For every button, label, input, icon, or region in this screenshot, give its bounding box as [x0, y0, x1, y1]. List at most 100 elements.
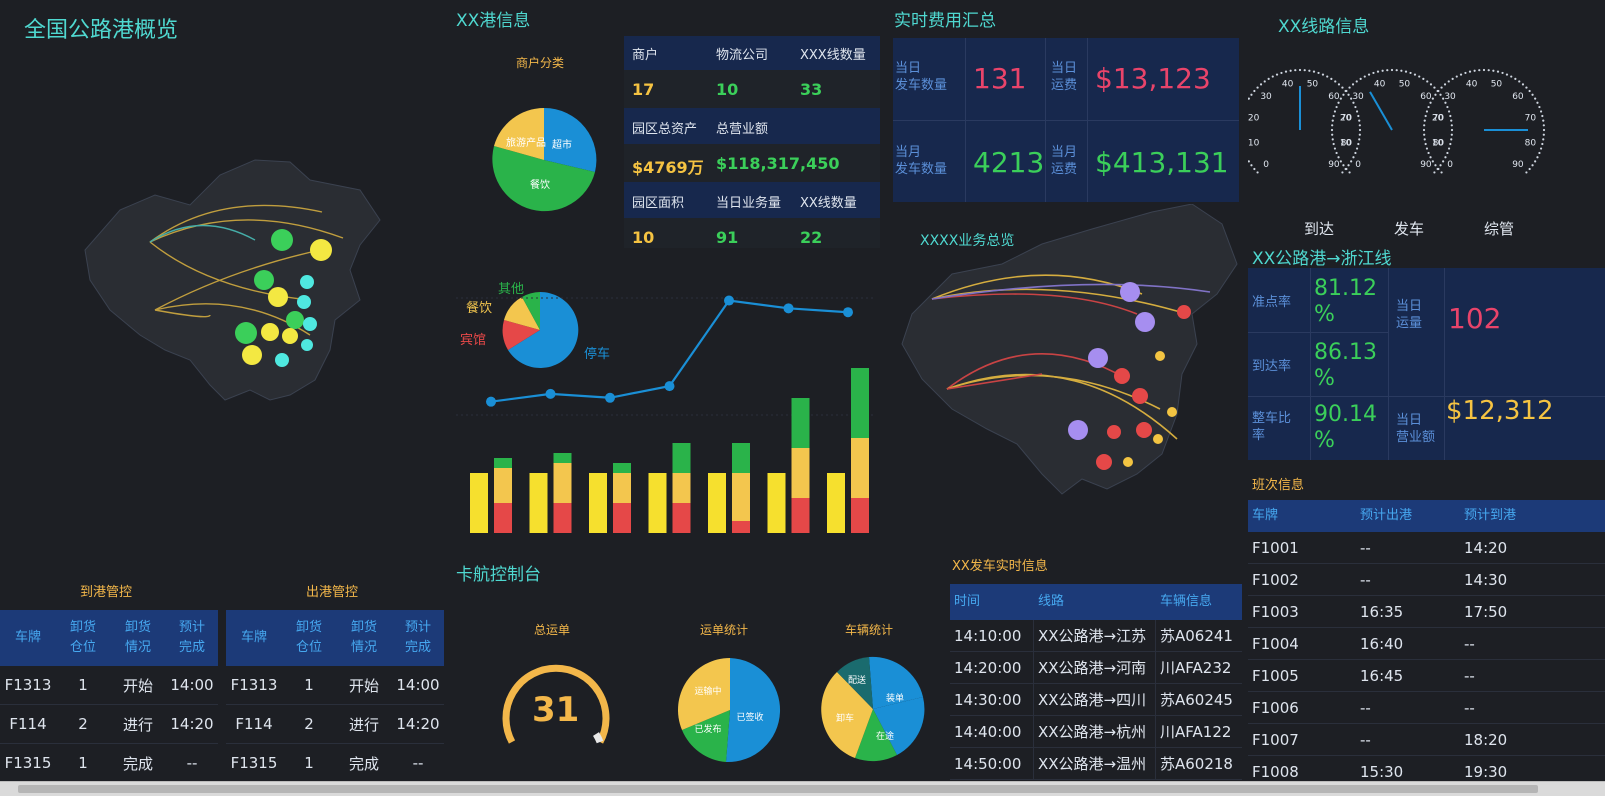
bar-yellow	[851, 438, 869, 498]
table-row[interactable]: F1001 -- 14:20	[1248, 532, 1605, 564]
order-pie-transit: 运输中	[694, 685, 721, 697]
table-row[interactable]: F1002 -- 14:30	[1248, 564, 1605, 596]
table-row[interactable]: F1005 16:45 --	[1248, 660, 1605, 692]
table-cell: F1006	[1252, 698, 1299, 717]
total-orders-title: 总运单	[534, 623, 571, 637]
gauge-tick: 20	[1340, 114, 1352, 124]
console-title: 卡航控制台	[456, 565, 541, 585]
table-row[interactable]: 14:50:00 XX公路港→温州 苏A60218	[950, 748, 1242, 780]
pie2-label-parking: 停车	[584, 346, 610, 362]
fee-label: 当月 发车数量	[895, 145, 948, 177]
fee-value: $13,123	[1095, 62, 1211, 95]
table-cell: 1	[78, 754, 88, 772]
business-title: XXXX业务总览	[920, 233, 1015, 249]
table-cell: F1001	[1252, 538, 1299, 557]
table-cell: F1315	[230, 754, 278, 772]
table-cell: 14:20:00	[950, 652, 1034, 683]
port-stats-panel: 商户 物流公司 XXX线数量 17 10 33 园区总资产 总营业额 $4769…	[624, 36, 880, 248]
table-cell: F1002	[1252, 570, 1299, 589]
table-row[interactable]: 14:20:00 XX公路港→河南 川AFA232	[950, 652, 1242, 684]
trend-points	[486, 295, 853, 407]
table-row[interactable]: 14:40:00 XX公路港→杭州 川AFA122	[950, 716, 1242, 748]
vehicle-pie-transit: 在途	[876, 730, 894, 742]
table-row[interactable]: 14:10:00 XX公路港→江苏 苏A06241	[950, 620, 1242, 652]
stat-label: 园区总资产	[632, 122, 698, 137]
column-header[interactable]: 车牌	[1252, 508, 1279, 523]
table-cell: 14:50:00	[950, 748, 1034, 779]
depart-title: 出港管控	[306, 585, 359, 600]
column-header[interactable]: 卸货 仓位	[69, 620, 96, 655]
table-cell: 完成	[122, 754, 153, 773]
table-cell: 苏A06241	[1160, 627, 1233, 645]
fee-label: 当日 发车数量	[895, 61, 948, 93]
column-header[interactable]: 预计出港	[1360, 508, 1413, 523]
table-row[interactable]: F1007 -- 18:20	[1248, 724, 1605, 756]
gauge-tick: 40	[1466, 80, 1478, 90]
table-cell: 2	[304, 715, 314, 733]
column-header[interactable]: 车牌	[240, 630, 267, 645]
horizontal-scrollbar[interactable]	[0, 781, 1605, 796]
scrollbar-thumb[interactable]	[18, 785, 1538, 793]
table-cell: --	[1360, 538, 1371, 557]
table-cell: --	[1464, 698, 1475, 717]
gauge-label-depart: 发车	[1394, 220, 1425, 238]
table-cell: 16:45	[1360, 666, 1404, 685]
map-arcs	[149, 204, 344, 336]
table-row[interactable]: F1004 16:40 --	[1248, 628, 1605, 660]
table-cell: 14:20	[170, 715, 214, 733]
column-header[interactable]: 卸货 情况	[124, 620, 151, 655]
table-row[interactable]: F1313 1 开始 14:00	[0, 666, 218, 705]
bar-green	[672, 443, 691, 473]
table-row[interactable]: F1313 1 开始 14:00	[226, 666, 444, 705]
table-row[interactable]: F114 2 进行 14:20	[0, 705, 218, 744]
column-header[interactable]: 卸货 情况	[350, 620, 377, 655]
column-header[interactable]: 车辆信息	[1160, 594, 1213, 609]
table-cell: XX公路港→杭州	[1034, 716, 1156, 747]
bar-yellow	[672, 473, 691, 503]
arrive-table: 车牌 卸货 仓位 卸货 情况 预计 完成 F1313 1 开始 14:00 F114 2 进行 14:…	[0, 610, 218, 783]
table-row[interactable]: F1003 16:35 17:50	[1248, 596, 1605, 628]
gauge-label-manage: 综管	[1484, 220, 1515, 238]
bar-base	[767, 473, 786, 533]
table-cell: 14:20	[1464, 538, 1508, 557]
pie-label-travel: 旅游产品	[506, 136, 546, 149]
column-header[interactable]: 时间	[954, 594, 981, 609]
gauge-tick: 60	[1328, 92, 1340, 102]
zj-value: $12,312	[1446, 396, 1554, 426]
gauge: 0 10 20 30 40 50 60 70 80 90	[1330, 68, 1454, 174]
table-row[interactable]: F1006 -- --	[1248, 692, 1605, 724]
port-title: XX港信息	[456, 11, 531, 31]
zj-label: 准点率	[1252, 295, 1292, 310]
gauge-tick: 30	[1260, 92, 1272, 102]
table-cell: F1313	[4, 676, 52, 694]
table-cell: F1008	[1252, 762, 1299, 781]
gauge-tick: 10	[1432, 138, 1444, 148]
column-header[interactable]: 预计 完成	[178, 620, 205, 655]
table-row[interactable]: 14:30:00 XX公路港→四川 苏A60245	[950, 684, 1242, 716]
table-cell: 19:30	[1464, 762, 1508, 781]
stat-label: 物流公司	[716, 48, 769, 63]
table-cell: 川AFA232	[1160, 659, 1232, 677]
table-cell: 完成	[348, 754, 379, 773]
trend-point	[724, 295, 734, 306]
zj-label: 当日 营业额	[1396, 413, 1436, 445]
pie-label-food: 餐饮	[530, 178, 550, 191]
column-header[interactable]: 预计到港	[1464, 508, 1517, 523]
table-cell: F1007	[1252, 730, 1299, 749]
column-header[interactable]: 卸货 仓位	[295, 620, 322, 655]
column-header[interactable]: 预计 完成	[404, 620, 431, 655]
zj-value: 81.12 %	[1314, 276, 1377, 327]
table-row[interactable]: F1315 1 完成 --	[0, 744, 218, 783]
table-cell: 1	[304, 754, 314, 772]
bar-base	[529, 473, 548, 533]
gauge-tick: 60	[1420, 92, 1432, 102]
table-row[interactable]: F114 2 进行 14:20	[226, 705, 444, 744]
bar-base	[589, 473, 607, 533]
table-cell: 14:20	[396, 715, 440, 733]
table-row[interactable]: F1315 1 完成 --	[226, 744, 444, 783]
table-cell: 开始	[348, 676, 379, 695]
column-header[interactable]: 车牌	[14, 630, 41, 645]
fee-value: 4213	[973, 146, 1045, 179]
table-header: 车牌 卸货 仓位 卸货 情况 预计 完成	[0, 610, 218, 666]
column-header[interactable]: 线路	[1038, 594, 1065, 609]
